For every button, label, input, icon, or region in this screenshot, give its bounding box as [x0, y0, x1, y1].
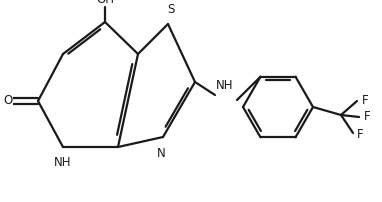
Text: F: F — [362, 94, 369, 106]
Text: NH: NH — [54, 156, 72, 168]
Text: N: N — [157, 147, 165, 160]
Text: O: O — [3, 95, 13, 107]
Text: F: F — [357, 128, 364, 141]
Text: F: F — [364, 110, 371, 123]
Text: S: S — [167, 3, 175, 16]
Text: OH: OH — [96, 0, 114, 6]
Text: NH: NH — [216, 79, 234, 92]
